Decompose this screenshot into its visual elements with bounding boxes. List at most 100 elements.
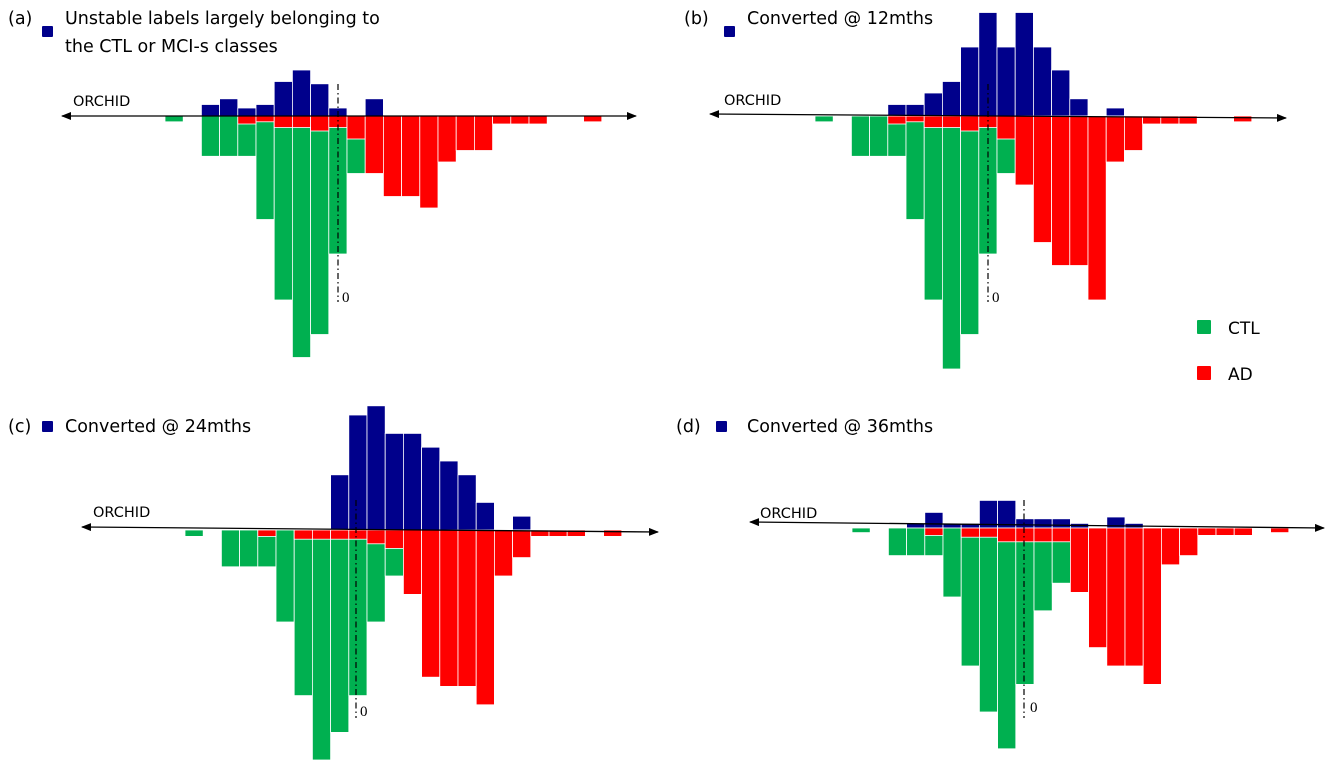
bar-ad-16 [1105,115,1125,163]
bar-ad-6 [273,115,293,128]
bar-ad-14 [1106,527,1126,667]
bar-ad-8 [960,115,980,132]
bar-ad-4 [887,115,907,125]
bar-ad-12 [402,529,422,595]
bar-ad-23 [1233,115,1253,123]
panel-d: (d) Converted @ 36mths ORCHID 0 [676,417,1325,750]
bar-ctl-2 [851,115,871,157]
bar-ctl-7 [311,529,331,761]
bar-mci-11 [1014,12,1034,117]
bar-mci-13 [1051,69,1071,117]
panel-a-bars [164,69,603,358]
bar-ad-15 [457,529,477,687]
panel-c: (c) Converted @ 24mths ORCHID 0 [8,405,659,761]
bar-ad-6 [293,529,313,540]
bar-ad-8 [330,529,350,540]
bar-ad-9 [1015,527,1035,543]
bar-ctl-2 [220,529,240,568]
bar-ctl-8 [960,115,980,335]
bar-mci-12 [1033,46,1053,117]
bar-ctl-9 [348,529,368,697]
bar-ad-14 [1069,115,1089,266]
bar-ctl-0 [164,115,184,123]
bar-ad-10 [996,115,1016,140]
bar-ad-8 [310,115,330,132]
bar-ctl-7 [979,527,999,713]
bar-ad-5 [255,115,275,123]
bar-mci-9 [1015,518,1035,529]
bar-ctl-3 [219,115,239,157]
bar-ctl-0 [851,527,871,533]
bar-ad-20 [1215,527,1235,536]
bar-ctl-0 [184,529,204,537]
bar-ad-19 [510,115,530,125]
bar-ctl-8 [330,529,350,733]
bar-ctl-6 [293,529,313,697]
bar-ctl-8 [997,527,1017,750]
bar-mci-8 [997,499,1017,529]
panel-d-x-axis [749,518,1325,532]
bar-ad-17 [1161,527,1181,566]
panel-b-label: (b) [684,9,709,29]
panel-b-series-title: Converted @ 12mths [747,9,933,29]
bar-mci-3 [219,98,239,117]
bar-mci-4 [237,107,257,117]
bar-ad-23 [1270,527,1290,533]
panel-b-series-swatch [724,26,735,37]
bar-mci-14 [439,460,459,531]
bar-ctl-5 [255,115,275,220]
bar-ad-12 [1070,527,1090,593]
panel-a-zero-label: 0 [342,290,350,306]
panel-a-axis-label: ORCHID [73,94,130,110]
bar-ctl-5 [275,529,295,623]
bar-ad-19 [1197,527,1217,536]
bar-ctl-3 [906,527,926,557]
bar-ctl-6 [923,115,943,301]
bar-mci-14 [1069,98,1089,117]
panel-a: (a) Unstable labels largely belonging to… [8,9,637,358]
bar-ad-18 [1179,527,1199,557]
bar-mci-8 [960,46,980,117]
bar-ad-13 [421,529,441,678]
panel-d-zero-label: 0 [1030,700,1038,716]
bar-ad-21 [1233,527,1253,536]
panel-d-bars [851,499,1290,750]
bar-ad-15 [1124,527,1144,667]
bar-ad-15 [437,115,457,163]
bar-ctl-2 [200,115,220,157]
panel-c-series-title: Converted @ 24mths [65,417,251,437]
bar-ad-23 [583,115,603,123]
bar-mci-4 [924,512,944,529]
bar-mci-11 [384,432,404,531]
bar-mci-6 [923,92,943,117]
legend-ad-swatch [1197,366,1211,380]
bar-mci-10 [366,405,386,531]
bar-ctl-8 [310,115,330,335]
panel-c-label: (c) [8,417,31,437]
bar-ctl-3 [869,115,889,157]
bar-mci-10 [996,46,1016,117]
bar-mci-9 [348,414,368,531]
bar-ad-9 [348,529,368,540]
bar-ad-14 [419,115,439,209]
bar-mci-16 [475,501,495,531]
bar-ad-20 [528,115,548,125]
panel-b-x-axis [709,110,1287,122]
legend-ctl-label: CTL [1228,319,1260,339]
bar-ad-13 [1088,527,1108,648]
panel-b-zero-label: 0 [992,290,1000,306]
bar-ad-13 [401,115,421,197]
bar-ctl-6 [273,115,293,301]
bar-ad-17 [473,115,493,151]
bar-ad-12 [1033,115,1053,243]
bar-ad-10 [1033,527,1053,543]
panel-a-label: (a) [8,9,32,29]
panel-a-series-title-line2: the CTL or MCI-s classes [65,37,278,57]
bar-ad-16 [1142,527,1162,685]
bar-ad-10 [346,115,366,140]
bar-ad-7 [291,115,311,128]
bar-mci-6 [273,81,293,117]
panel-c-bars [184,405,623,761]
bar-ad-11 [1014,115,1034,186]
bar-ad-17 [1124,115,1144,151]
